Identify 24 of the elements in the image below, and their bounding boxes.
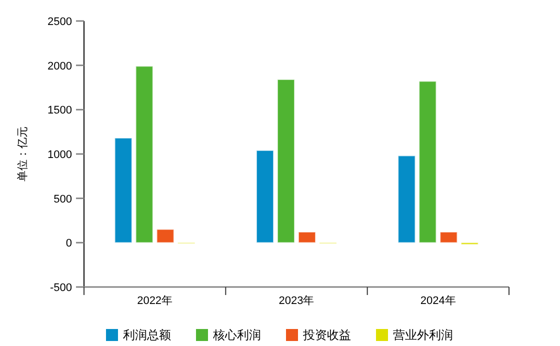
bar: [277, 79, 295, 244]
y-tick-label: 1000: [48, 149, 72, 161]
legend-label: 营业外利润: [393, 328, 453, 342]
y-tick-label: 1500: [48, 104, 72, 117]
bar: [156, 228, 174, 244]
legend-label: 核心利润: [212, 328, 261, 342]
bar: [135, 66, 154, 244]
x-tick-label: 2024年: [420, 295, 456, 307]
bar: [256, 150, 274, 244]
y-tick-label: 2000: [48, 60, 72, 72]
bar: [440, 232, 458, 244]
legend-label: 投资收益: [302, 328, 351, 342]
y-axis-title: 单位：亿元: [16, 126, 29, 182]
y-tick-label: 0: [66, 238, 72, 250]
bar: [418, 80, 437, 244]
y-tick-label: 2500: [48, 16, 72, 28]
y-tick-label: -500: [50, 282, 72, 294]
legend-label: 利润总额: [123, 328, 171, 342]
bar: [298, 232, 316, 244]
bar: [398, 155, 416, 244]
x-tick-label: 2022年: [137, 295, 173, 307]
y-tick-label: 500: [54, 193, 72, 206]
bar: [114, 138, 132, 244]
x-tick-label: 2023年: [278, 295, 314, 307]
